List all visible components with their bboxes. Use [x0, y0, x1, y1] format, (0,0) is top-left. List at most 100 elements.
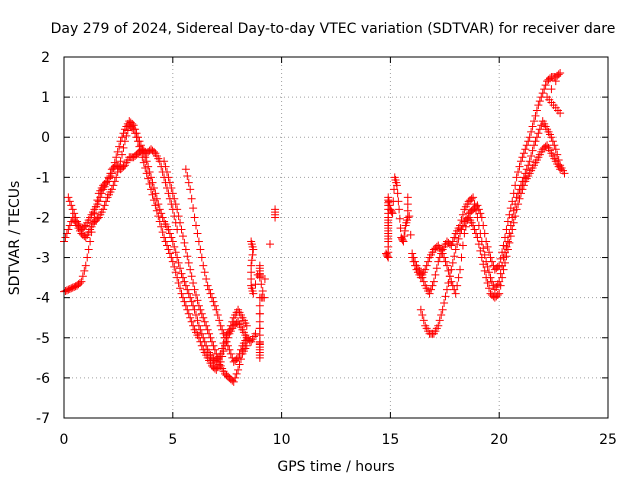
data-point — [403, 193, 412, 202]
data-point — [173, 205, 182, 214]
data-point — [129, 121, 138, 130]
data-point — [190, 285, 199, 294]
data-point — [485, 268, 494, 277]
data-point — [457, 253, 466, 262]
data-point — [118, 150, 127, 159]
data-point — [265, 240, 274, 249]
data-point — [160, 233, 169, 242]
data-point — [235, 349, 244, 358]
data-point — [213, 353, 222, 362]
data-point — [184, 178, 193, 187]
data-point — [186, 265, 195, 274]
data-point — [532, 106, 541, 115]
data-point — [434, 321, 443, 330]
data-point — [190, 213, 199, 222]
y-tick-label: -2 — [36, 210, 50, 226]
data-point — [180, 277, 189, 286]
data-point — [187, 194, 196, 203]
data-point — [535, 125, 544, 134]
data-point — [165, 229, 174, 238]
data-point — [400, 232, 409, 241]
data-point — [506, 204, 515, 213]
data-point — [421, 265, 430, 274]
data-point — [193, 316, 202, 325]
data-point — [112, 173, 121, 182]
data-point — [501, 258, 510, 267]
data-point — [154, 200, 163, 209]
data-point — [258, 286, 267, 295]
data-point — [461, 222, 470, 231]
data-point — [249, 245, 258, 254]
data-point — [205, 329, 214, 338]
data-point — [203, 281, 212, 290]
data-point — [432, 264, 441, 273]
data-point — [485, 248, 494, 257]
data-point — [83, 253, 92, 262]
data-point — [180, 238, 189, 247]
data-point — [189, 278, 198, 287]
x-tick-label: 15 — [381, 432, 399, 448]
data-point — [216, 321, 225, 330]
data-point — [229, 377, 238, 386]
data-point — [501, 233, 510, 242]
data-point — [71, 213, 80, 222]
data-point — [447, 241, 456, 250]
data-point — [460, 229, 469, 238]
data-point — [556, 109, 565, 118]
data-point — [181, 165, 190, 174]
data-point — [132, 129, 141, 138]
data-point — [131, 125, 140, 134]
data-point — [535, 97, 544, 106]
data-point — [502, 252, 511, 261]
data-point — [193, 229, 202, 238]
data-point — [255, 273, 264, 282]
data-point — [247, 274, 256, 283]
data-point — [200, 337, 209, 346]
data-point — [164, 245, 173, 254]
data-point — [519, 181, 528, 190]
data-point — [496, 269, 505, 278]
data-point — [469, 221, 478, 230]
data-point — [550, 141, 559, 150]
data-point — [442, 261, 451, 270]
y-tick-label: -1 — [36, 170, 50, 186]
data-point — [187, 272, 196, 281]
data-point — [450, 233, 459, 242]
data-point — [234, 365, 243, 374]
data-point — [534, 129, 543, 138]
data-point — [177, 269, 186, 278]
data-point — [213, 311, 222, 320]
data-point — [487, 277, 496, 286]
data-point — [228, 317, 237, 326]
data-point — [167, 184, 176, 193]
data-point — [538, 89, 547, 98]
data-point — [495, 277, 504, 286]
data-point — [541, 81, 550, 90]
data-point — [531, 111, 540, 120]
data-point — [77, 277, 86, 286]
data-point — [145, 167, 154, 176]
data-point — [116, 157, 125, 166]
data-point — [133, 133, 142, 142]
data-point — [447, 277, 456, 286]
data-point — [521, 145, 530, 154]
data-point — [528, 122, 537, 131]
data-point — [194, 301, 203, 310]
data-point — [450, 252, 459, 261]
data-point — [509, 189, 518, 198]
data-point — [419, 316, 428, 325]
data-point — [225, 325, 234, 334]
data-point — [534, 101, 543, 110]
y-tick-label: 2 — [41, 50, 50, 66]
data-point — [152, 194, 161, 203]
data-point — [503, 245, 512, 254]
data-point — [408, 253, 417, 262]
data-point — [512, 173, 521, 182]
data-point — [160, 157, 169, 166]
data-point — [512, 205, 521, 214]
data-point — [480, 229, 489, 238]
data-point — [255, 331, 264, 340]
data-point — [221, 333, 230, 342]
data-point — [438, 305, 447, 314]
